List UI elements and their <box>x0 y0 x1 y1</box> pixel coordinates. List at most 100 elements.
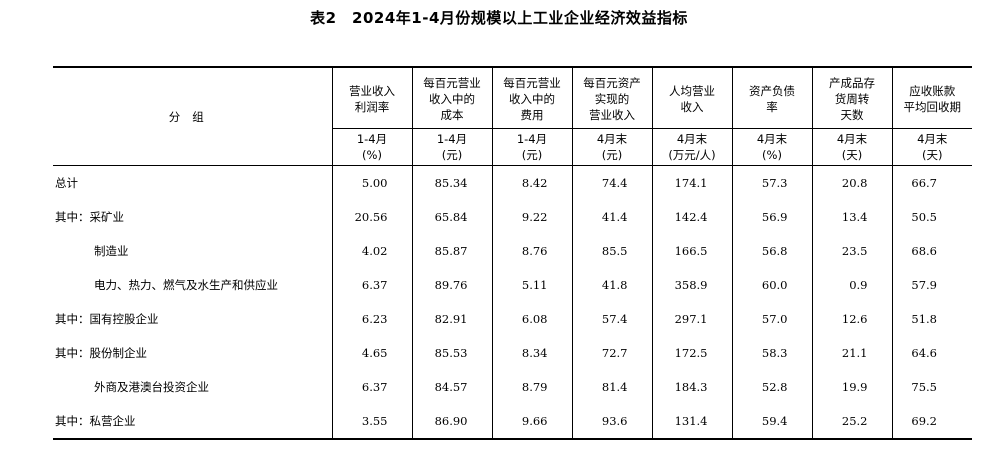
table-cell: 89.76 <box>412 268 493 302</box>
column-period: 4月末 <box>836 132 868 146</box>
table-cell: 41.4 <box>572 200 653 234</box>
table-cell: 4.65 <box>332 336 413 370</box>
group-header: 分组 <box>53 66 333 166</box>
unit-row: 1-4月 (%) 1-4月 (元) 1-4月 (元) 4月末 (元) 4月末 (万元/人) 4月末 (… <box>53 128 972 166</box>
row-label: 其中：私营企业 <box>53 404 333 440</box>
column-unit: 4月末 (元) <box>572 128 653 166</box>
table-cell: 358.9 <box>652 268 733 302</box>
column-period: 1-4月 <box>516 132 548 146</box>
row-label: 其中：采矿业 <box>53 200 333 234</box>
table-cell: 4.02 <box>332 234 413 268</box>
table-cell: 85.5 <box>572 234 653 268</box>
table-cell: 297.1 <box>652 302 733 336</box>
column-period: 4月末 <box>676 132 708 146</box>
column-unit-label: (万元/人) <box>668 148 716 162</box>
table-cell: 6.23 <box>332 302 413 336</box>
column-header: 营业收入 利润率 <box>332 66 413 129</box>
table-cell: 13.4 <box>812 200 893 234</box>
table-cell: 25.2 <box>812 404 893 440</box>
column-header-line: 应收账款 <box>909 84 956 98</box>
column-unit: 1-4月 (元) <box>412 128 493 166</box>
table-cell: 6.08 <box>492 302 573 336</box>
table-cell: 51.8 <box>911 312 937 326</box>
column-header-line: 平均回收期 <box>903 100 962 114</box>
table-cell: 85.87 <box>412 234 493 268</box>
table-cell: 5.11 <box>492 268 573 302</box>
column-period: 4月末 <box>596 132 628 146</box>
table-row: 其中：私营企业 3.55 86.90 9.66 93.6 131.4 59.4 25.2 69.… <box>53 404 972 440</box>
table-cell: 81.4 <box>572 370 653 404</box>
column-unit-label: (%) <box>362 148 382 162</box>
table-cell: 57.0 <box>732 302 813 336</box>
table-cell: 86.90 <box>412 404 493 440</box>
table-cell: 8.76 <box>492 234 573 268</box>
table-cell: 184.3 <box>652 370 733 404</box>
column-header-line: 收入中的 <box>509 92 555 106</box>
column-unit: 1-4月 (%) <box>332 128 413 166</box>
table-cell: 21.1 <box>812 336 893 370</box>
column-header-line: 货周转 <box>834 92 870 106</box>
table-cell: 75.5 <box>911 380 937 394</box>
column-header: 每百元资产 实现的 营业收入 <box>572 66 653 129</box>
column-header-line: 利润率 <box>354 100 390 114</box>
column-header-line: 收入 <box>680 100 704 114</box>
table-cell: 9.66 <box>492 404 573 440</box>
column-header-line: 实现的 <box>594 92 630 106</box>
table-cell: 93.6 <box>572 404 653 440</box>
column-header: 产成品存 货周转 天数 <box>812 66 893 129</box>
column-header: 应收账款 平均回收期 <box>892 66 972 129</box>
row-label: 制造业 <box>53 234 333 268</box>
column-unit-label: (天) <box>922 148 943 162</box>
table-cell: 9.22 <box>492 200 573 234</box>
column-unit-label: (元) <box>441 148 463 162</box>
table-cell: 64.6 <box>911 346 937 360</box>
table-cell: 41.8 <box>572 268 653 302</box>
column-header: 每百元营业 收入中的 成本 <box>412 66 493 129</box>
column-unit: 1-4月 (元) <box>492 128 573 166</box>
table-cell: 166.5 <box>652 234 733 268</box>
table-row: 电力、热力、燃气及水生产和供应业 6.37 89.76 5.11 41.8 358.9 60… <box>53 268 972 302</box>
table-cell: 6.37 <box>332 370 413 404</box>
table-cell: 6.37 <box>332 268 413 302</box>
column-unit-label: (天) <box>841 148 863 162</box>
row-label: 外商及港澳台投资企业 <box>53 370 333 404</box>
table-cell: 20.56 <box>332 200 413 234</box>
column-header: 人均营业 收入 <box>652 66 733 129</box>
column-period: 1-4月 <box>436 132 468 146</box>
column-period: 4月末 <box>917 132 948 146</box>
column-unit-label: (元) <box>521 148 543 162</box>
table-row: 其中：股份制企业 4.65 85.53 8.34 72.7 172.5 58.3 21.1 64… <box>53 336 972 370</box>
column-header: 资产负债率 <box>732 66 813 129</box>
column-period: 1-4月 <box>356 132 388 146</box>
table-cell: 84.57 <box>412 370 493 404</box>
table-row: 总计 5.00 85.34 8.42 74.4 174.1 57.3 20.8 66.7 <box>53 165 972 200</box>
table-cell: 68.6 <box>911 244 937 258</box>
column-header-line: 每百元资产 <box>583 76 641 90</box>
table-cell: 85.53 <box>412 336 493 370</box>
column-unit-label: (%) <box>762 148 782 162</box>
column-header-line: 成本 <box>440 108 464 122</box>
table-cell: 57.9 <box>911 278 937 292</box>
column-header-line: 率 <box>766 100 778 114</box>
table-cell: 56.9 <box>732 200 813 234</box>
table-cell: 142.4 <box>652 200 733 234</box>
table-row: 其中：国有控股企业 6.23 82.91 6.08 57.4 297.1 57.0 12.6 5… <box>53 302 972 336</box>
table-cell: 23.5 <box>812 234 893 268</box>
table-cell: 19.9 <box>812 370 893 404</box>
table-cell: 57.3 <box>732 165 813 200</box>
table-cell: 20.8 <box>812 165 893 200</box>
table-cell: 8.42 <box>492 165 573 200</box>
table-cell: 60.0 <box>732 268 813 302</box>
table-cell: 52.8 <box>732 370 813 404</box>
header-row: 分组 营业收入 利润率 每百元营业 收入中的 成本 每百元营业 收入中的 费用 每百元资产 实现的营… <box>53 66 972 166</box>
column-unit-label: (元) <box>601 148 623 162</box>
table-row: 外商及港澳台投资企业 6.37 84.57 8.79 81.4 184.3 52.8 19.9… <box>53 370 972 404</box>
column-unit: 4月末 (%) <box>732 128 813 166</box>
column-period: 4月末 <box>756 132 788 146</box>
row-label: 其中：股份制企业 <box>53 336 333 370</box>
table-cell: 174.1 <box>652 165 733 200</box>
column-header-line: 每百元营业 <box>503 76 561 90</box>
table-cell: 66.7 <box>911 176 937 190</box>
column-header-line: 资产负债 <box>749 84 795 98</box>
table-cell: 0.9 <box>812 268 893 302</box>
